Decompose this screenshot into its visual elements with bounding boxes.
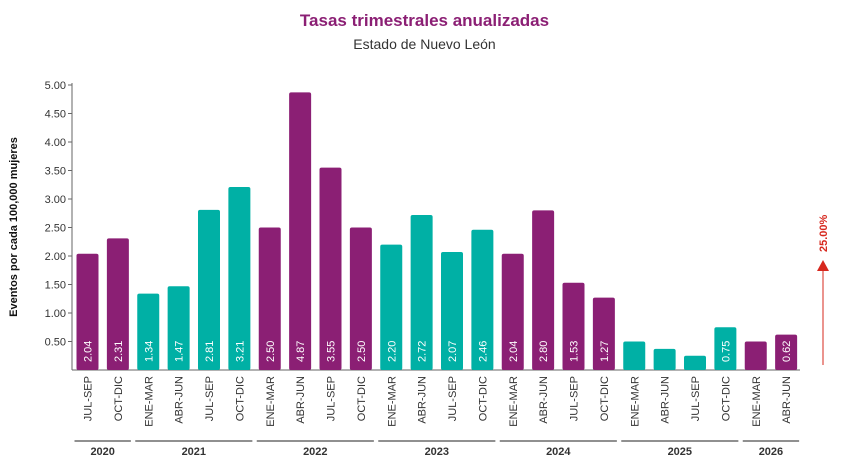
bar [380, 244, 403, 370]
y-tick-label: 3.00 [45, 194, 66, 206]
year-label: 2026 [759, 446, 783, 458]
chart-title: Tasas trimestrales anualizadas [299, 11, 550, 30]
year-label: 2022 [303, 446, 327, 458]
year-label: 2025 [668, 446, 692, 458]
bar [289, 92, 312, 370]
x-tick-label: JUL-SEP [690, 376, 702, 421]
data-label: 1.47 [174, 341, 186, 362]
x-axis: JUL-SEP OCT-DIC ENE-MAR ABR-JUN JUL-SEP OCT-D… [74, 376, 800, 458]
bar [106, 238, 129, 370]
x-tick-label: ABR-JUN [538, 376, 550, 424]
bar [137, 293, 160, 370]
bar [744, 341, 767, 370]
bar [258, 227, 281, 370]
x-tick-label: ABR-JUN [295, 376, 307, 424]
bar [775, 334, 798, 370]
x-tick-label: ENE-MAR [751, 376, 763, 427]
bar [532, 210, 555, 370]
x-tick-label: JUL-SEP [447, 376, 459, 421]
data-label: 2.31 [113, 341, 125, 362]
data-label: 3.55 [326, 341, 338, 362]
bar [562, 282, 585, 370]
up-arrow-icon [817, 260, 829, 271]
bar [349, 227, 372, 370]
x-tick-label: JUL-SEP [569, 376, 581, 421]
data-label: 1.53 [569, 341, 581, 362]
data-label: 4.87 [295, 341, 307, 362]
y-tick-label: 1.50 [45, 280, 66, 292]
x-tick-label: ENE-MAR [629, 376, 641, 427]
data-label: 1.27 [599, 341, 611, 362]
change-label: 25.00% [818, 214, 830, 252]
year-label: 2023 [425, 446, 449, 458]
data-label: 2.81 [204, 341, 216, 362]
bar [410, 214, 433, 370]
data-label: 2.04 [83, 341, 95, 362]
data-label: 2.50 [265, 341, 277, 362]
y-tick-label: 4.50 [45, 109, 66, 121]
y-tick-label: 4.00 [45, 137, 66, 149]
change-indicator: 25.00% [817, 214, 830, 365]
data-label: 2.46 [477, 341, 489, 362]
y-axis-label: Eventos por cada 100,000 mujeres [8, 137, 20, 317]
bar [228, 187, 251, 370]
bar-series: 2.04 2.31 1.34 1.47 2.81 3.21 2.50 4.87 3.55 2.50… [76, 92, 798, 370]
data-label: 2.80 [538, 341, 550, 362]
y-tick-label: 5.00 [45, 80, 66, 92]
x-tick-label: OCT-DIC [477, 376, 489, 421]
bar [76, 253, 99, 370]
x-tick-label: ABR-JUN [781, 376, 793, 424]
x-tick-label: ENE-MAR [508, 376, 520, 427]
data-label: 0.62 [781, 341, 793, 362]
x-tick-label: ABR-JUN [417, 376, 429, 424]
axes: 0.50 1.00 1.50 2.00 2.50 3.00 3.50 4.00 4.50 5.00 [45, 80, 800, 371]
x-tick-label: JUL-SEP [204, 376, 216, 421]
bar [167, 286, 190, 370]
bar [653, 348, 676, 370]
y-tick-label: 2.00 [45, 251, 66, 263]
year-label: 2020 [90, 446, 114, 458]
bar [592, 297, 615, 370]
x-tick-label: OCT-DIC [599, 376, 611, 421]
x-tick-label: OCT-DIC [234, 376, 246, 421]
bar [623, 341, 646, 370]
bar [198, 209, 220, 370]
x-tick-label: ENE-MAR [265, 376, 277, 427]
chart-subtitle: Estado de Nuevo León [353, 36, 496, 52]
x-tick-label: ABR-JUN [660, 376, 672, 424]
y-tick-label: 0.50 [45, 337, 66, 349]
data-label: 2.20 [386, 341, 398, 362]
x-tick-label: OCT-DIC [356, 376, 368, 421]
data-label: 3.21 [234, 341, 246, 362]
data-label: 2.07 [447, 341, 459, 362]
bar [501, 253, 524, 370]
x-tick-label: OCT-DIC [113, 376, 125, 421]
x-tick-label: JUL-SEP [326, 376, 338, 421]
bar [319, 167, 342, 370]
year-label: 2024 [546, 446, 571, 458]
x-tick-label: OCT-DIC [720, 376, 732, 421]
x-tick-label: ABR-JUN [174, 376, 186, 424]
data-label: 2.72 [417, 341, 429, 362]
y-tick-label: 3.50 [45, 166, 66, 178]
year-label: 2021 [182, 446, 206, 458]
y-tick-label: 2.50 [45, 223, 66, 235]
data-label: 2.50 [356, 341, 368, 362]
x-tick-label: JUL-SEP [83, 376, 95, 421]
bar [714, 327, 737, 370]
data-label: 0.75 [720, 341, 732, 362]
bar [684, 355, 706, 370]
x-tick-label: ENE-MAR [386, 376, 398, 427]
bar [471, 229, 494, 370]
bar [441, 252, 463, 370]
data-label: 2.04 [508, 341, 520, 362]
data-label: 1.34 [143, 341, 155, 362]
y-tick-label: 1.00 [45, 308, 66, 320]
x-tick-label: ENE-MAR [143, 376, 155, 427]
